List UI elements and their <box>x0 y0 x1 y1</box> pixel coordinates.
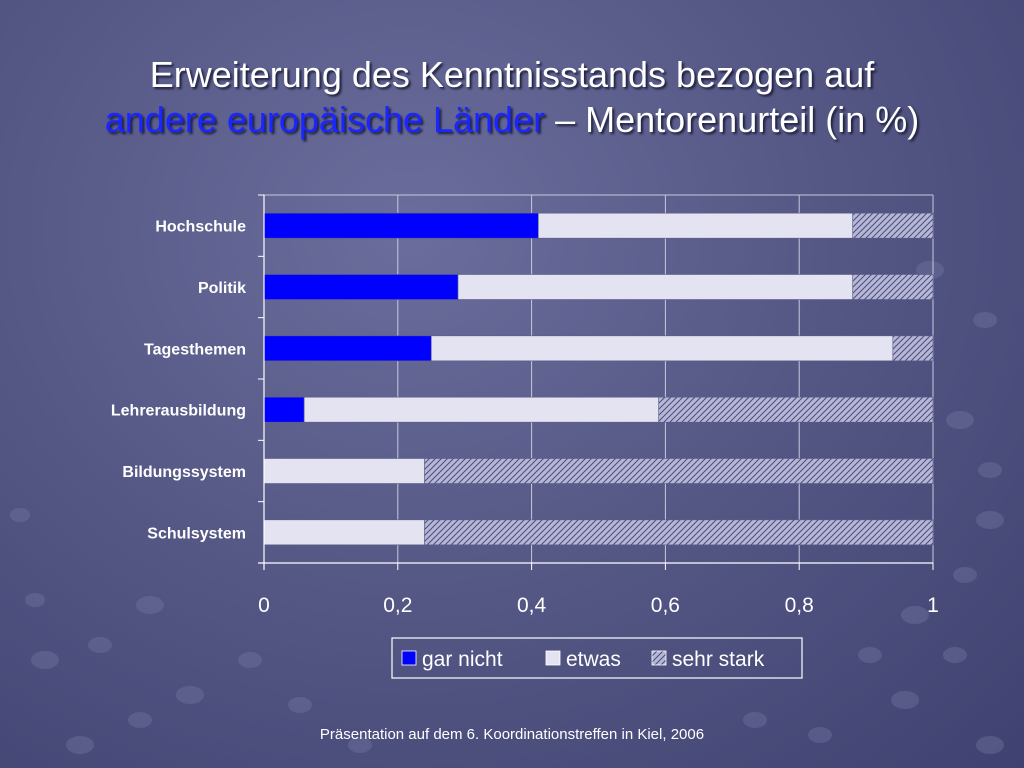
x-tick-label: 0,2 <box>383 594 412 617</box>
bar-gar-nicht-tagesthemen <box>263 335 432 362</box>
category-label: Lehrerausbildung <box>111 403 246 420</box>
bar-etwas-tagesthemen <box>430 335 894 362</box>
bar-etwas-politik <box>457 274 854 300</box>
title-rest: – Mentorenurteil (in %) <box>545 99 920 140</box>
x-tick-label: 0,6 <box>651 594 680 617</box>
title-highlight: andere europäische Länder <box>104 99 546 140</box>
bar-etwas-hochschule <box>537 212 854 239</box>
bars <box>263 212 934 546</box>
category-label: Politik <box>198 280 246 297</box>
bar-sehr-stark-tagesthemen <box>892 335 934 362</box>
slide-footer: Präsentation auf dem 6. Koordinationstre… <box>319 726 705 743</box>
bar-sehr-stark-politik <box>852 274 934 300</box>
x-tick-label: 0,8 <box>785 594 814 617</box>
legend-box <box>391 637 803 679</box>
title-line-2: andere europäische Länder – Mentorenurte… <box>0 97 1024 142</box>
legend-label: etwas <box>566 648 621 671</box>
grid <box>263 194 934 563</box>
bar-etwas-lehrerausbildung <box>303 396 660 423</box>
category-label: Tagesthemen <box>144 341 246 358</box>
bar-sehr-stark-bildungssystem <box>424 458 934 484</box>
bar-gar-nicht-politik <box>263 274 459 300</box>
bar-sehr-stark-lehrerausbildung <box>658 396 934 423</box>
bar-sehr-stark-schulsystem <box>424 519 934 546</box>
title-line-1: Erweiterung des Kenntnisstands bezogen a… <box>149 54 875 95</box>
legend-swatch-gar-nicht <box>401 650 417 666</box>
x-tick-label: 1 <box>927 594 939 617</box>
bar-gar-nicht-hochschule <box>263 212 539 239</box>
axes: Hochschule Politik Tagesthemen Lehrerausbil… <box>111 194 939 617</box>
legend-swatch-etwas <box>545 650 561 666</box>
slide-title: Erweiterung des Kenntnisstands bezogen a… <box>0 52 1024 142</box>
bar-sehr-stark-hochschule <box>852 212 934 239</box>
legend-label: sehr stark <box>672 648 765 671</box>
category-label: Bildungssystem <box>122 464 246 481</box>
x-tick-label: 0,4 <box>517 594 547 617</box>
legend-swatch-sehr-stark <box>651 650 667 666</box>
category-label: Schulsystem <box>147 525 246 542</box>
category-label: Hochschule <box>155 219 246 236</box>
x-tick-label: 0 <box>258 594 270 617</box>
legend-label: gar nicht <box>422 648 503 671</box>
legend: gar nicht etwas sehr stark <box>391 637 803 679</box>
bar-etwas-schulsystem <box>263 519 425 546</box>
bar-etwas-bildungssystem <box>263 458 425 484</box>
bar-gar-nicht-lehrerausbildung <box>263 396 305 423</box>
